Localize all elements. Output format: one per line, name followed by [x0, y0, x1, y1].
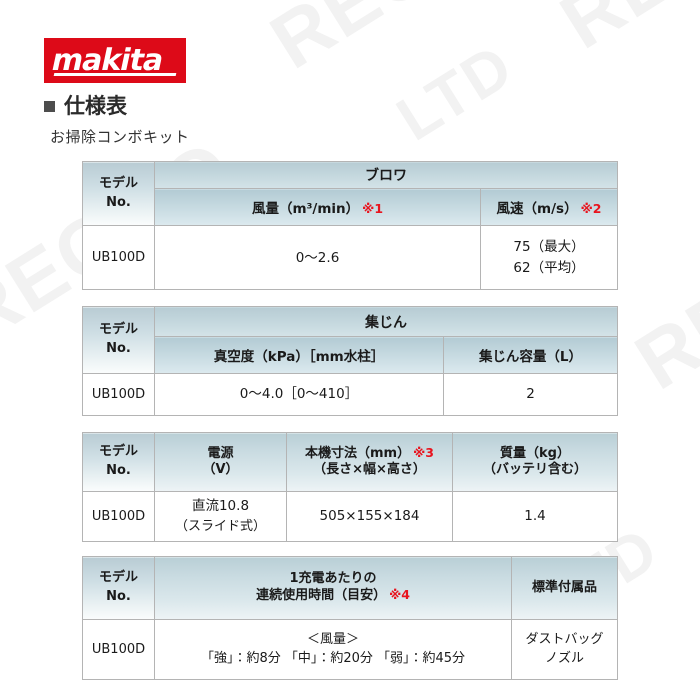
cell-dimensions: 505×155×184	[286, 490, 453, 543]
spec-table-dust-collection: モデル No. 集じん 真空度（kPa）［mm水柱］ 集じん容量（L） UB10…	[82, 305, 618, 417]
model-label-line2: No.	[106, 340, 131, 356]
table-row: モデル No. 電源 （V） 本機寸法（mm） ※3 （長さ×幅×高さ） 質量（k…	[82, 432, 618, 492]
table-row: UB100D 0〜4.0［0〜410］ 2	[82, 372, 618, 417]
cell-line: 2	[526, 386, 535, 403]
column-header-model: モデル No.	[82, 160, 155, 227]
column-header-dust-capacity: 集じん容量（L）	[443, 336, 618, 374]
column-header-label: 本機寸法（mm）	[305, 446, 411, 462]
model-label-line1: モデル	[98, 569, 138, 585]
square-bullet-icon	[44, 101, 55, 112]
column-header-line1: 質量（kg）	[500, 445, 570, 461]
cell-dust-capacity: 2	[443, 372, 618, 417]
table-row: モデル No. ブロワ	[82, 160, 618, 227]
column-header-air-volume: 風量（m³/min） ※1	[154, 188, 481, 227]
spec-table-general: モデル No. 電源 （V） 本機寸法（mm） ※3 （長さ×幅×高さ） 質量（k…	[82, 432, 618, 543]
model-label-line1: モデル	[98, 443, 138, 459]
table-row: 風量（m³/min） ※1 風速（m/s） ※2	[83, 188, 618, 227]
cell-model-number: UB100D	[82, 225, 155, 290]
model-label-line2: No.	[106, 588, 131, 604]
cell-model-number: UB100D	[82, 372, 155, 417]
cell-line: 「強」：約8分 「中」：約20分 「弱」：約45分	[200, 651, 466, 667]
cell-model-number: UB100D	[82, 618, 155, 680]
cell-line: 0〜2.6	[295, 249, 340, 266]
model-label-line2: No.	[106, 462, 131, 478]
makita-logo: makita	[44, 38, 186, 83]
group-header-blower: ブロワ	[154, 160, 618, 190]
column-header-label: 真空度（kPa）［mm水柱］	[213, 348, 385, 365]
spec-table-runtime: モデル No. 1充電あたりの 連続使用時間（目安） ※4 標準付属品 UB100…	[82, 556, 618, 680]
model-label-line2: No.	[106, 194, 131, 210]
cell-air-speed: 75（最大） 62（平均）	[480, 225, 618, 290]
table-row: UB100D ＜風量＞ 「強」：約8分 「中」：約20分 「弱」：約45分 ダス…	[82, 618, 618, 680]
spec-table-blower: モデル No. ブロワ 風量（m³/min） ※1 風速（m/s） ※2 UB100…	[82, 160, 618, 290]
makita-logo-text: makita	[48, 42, 167, 78]
column-header-line1: 電源	[207, 445, 234, 461]
page-subtitle: お掃除コンボキット	[50, 128, 190, 146]
footnote-marker: ※3	[413, 445, 434, 461]
cell-line: （スライド式）	[174, 518, 266, 534]
column-header-power-source: 電源 （V）	[154, 432, 287, 492]
model-label-line1: モデル	[98, 321, 138, 337]
table-row: モデル No. 集じん	[82, 305, 618, 374]
footnote-marker: ※4	[389, 587, 410, 603]
column-header-dimensions: 本機寸法（mm） ※3 （長さ×幅×高さ）	[286, 432, 453, 492]
column-header-line2: （長さ×幅×高さ）	[313, 462, 426, 478]
group-header-dust-collection: 集じん	[154, 305, 618, 338]
watermark-text: LTD	[385, 31, 526, 155]
cell-runtime: ＜風量＞ 「強」：約8分 「中」：約20分 「弱」：約45分	[154, 618, 512, 680]
footnote-marker: ※1	[362, 201, 384, 217]
page-title-row: 仕様表	[44, 96, 186, 117]
cell-vacuum: 0〜4.0［0〜410］	[154, 372, 444, 417]
table-row: 真空度（kPa）［mm水柱］ 集じん容量（L）	[83, 336, 618, 374]
footnote-marker: ※2	[580, 201, 602, 217]
column-header-runtime: 1充電あたりの 連続使用時間（目安） ※4	[154, 556, 512, 620]
column-header-vacuum: 真空度（kPa）［mm水柱］	[154, 336, 444, 374]
cell-model-number: UB100D	[82, 490, 155, 543]
cell-line: 75（最大）	[513, 239, 585, 256]
column-header-model: モデル No.	[82, 432, 155, 492]
watermark-text: REC	[620, 238, 700, 407]
cell-line: ノズル	[544, 651, 584, 667]
table-row: UB100D 0〜2.6 75（最大） 62（平均）	[82, 225, 618, 290]
column-header-line1: 1充電あたりの	[289, 571, 377, 586]
cell-line: 505×155×184	[319, 508, 420, 525]
cell-air-volume: 0〜2.6	[154, 225, 481, 290]
table-row: UB100D 直流10.8 （スライド式） 505×155×184 1.4	[82, 490, 618, 543]
column-header-weight: 質量（kg） （バッテリ含む）	[452, 432, 618, 492]
brand-header: makita 仕様表	[44, 38, 186, 117]
watermark-text: RECMO	[255, 0, 558, 87]
logo-underline	[53, 73, 177, 76]
column-header-line1: 標準付属品	[531, 579, 597, 595]
column-header-line1: 本機寸法（mm） ※3	[291, 445, 448, 462]
cell-accessories: ダストバッグ ノズル	[511, 618, 618, 680]
cell-line: 直流10.8	[191, 498, 250, 515]
column-header-model: モデル No.	[82, 556, 155, 620]
watermark-text: REC	[545, 0, 700, 67]
column-header-label: 風速（m/s）	[496, 201, 578, 218]
column-header-label: 風量（m³/min）	[251, 201, 360, 218]
cell-line: ダストバッグ	[525, 631, 604, 647]
column-header-accessories: 標準付属品	[511, 556, 618, 620]
column-header-line2: （バッテリ含む）	[482, 461, 587, 477]
column-header-label: 連続使用時間（目安）	[256, 588, 387, 604]
cell-line: 1.4	[524, 508, 546, 525]
table-row: モデル No. 1充電あたりの 連続使用時間（目安） ※4 標準付属品	[82, 556, 618, 620]
cell-line: 0〜4.0［0〜410］	[239, 386, 359, 403]
cell-power-source: 直流10.8 （スライド式）	[154, 490, 287, 543]
column-header-line2: 連続使用時間（目安） ※4	[159, 587, 507, 604]
page-title: 仕様表	[64, 94, 127, 118]
column-header-air-speed: 風速（m/s） ※2	[480, 188, 618, 227]
column-header-model: モデル No.	[82, 306, 155, 374]
cell-line: 62（平均）	[513, 259, 585, 276]
model-label-line1: モデル	[98, 175, 138, 191]
cell-weight: 1.4	[452, 490, 618, 543]
column-header-label: 集じん容量（L）	[478, 348, 583, 365]
column-header-line2: （V）	[202, 461, 239, 477]
cell-line: ＜風量＞	[306, 631, 359, 647]
